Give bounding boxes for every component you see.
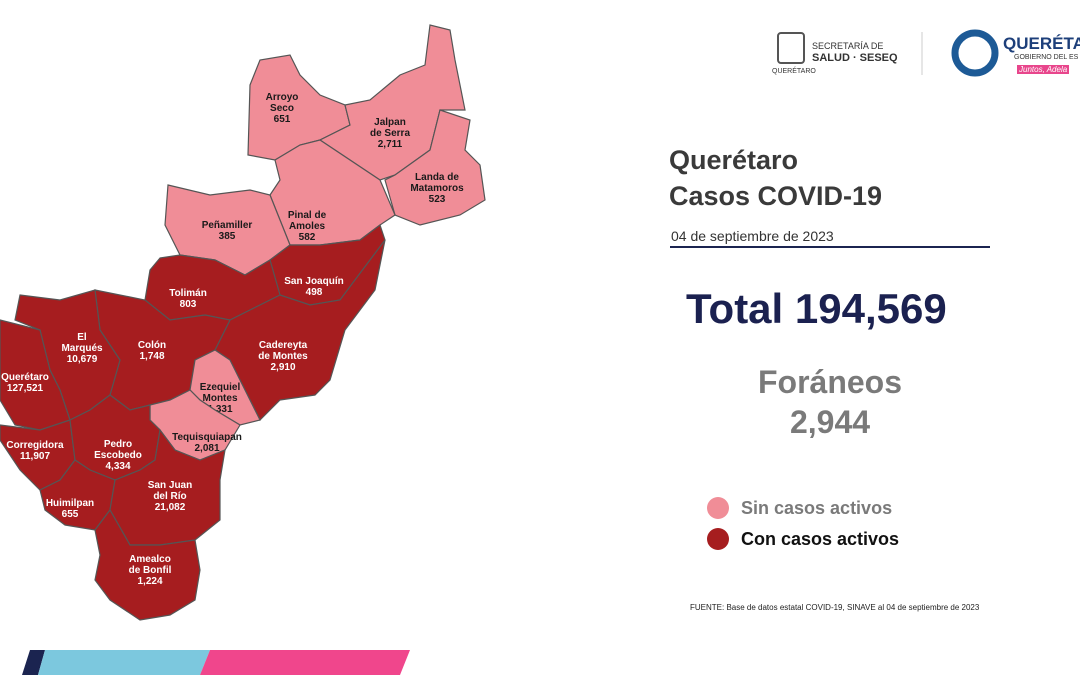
municipality-name: Arroyo [266, 92, 299, 103]
municipality-name: Matamoros [410, 183, 464, 194]
municipality-name: San Juan [148, 480, 192, 491]
municipality-name: Marqués [61, 343, 103, 354]
municipality-name: Amoles [289, 221, 326, 232]
seal-text: SALUD · SESEQ [812, 52, 898, 64]
source: FUENTE: Base de datos estatal COVID-19, … [690, 603, 980, 612]
municipality-name: del Río [153, 491, 186, 502]
municipality-name: de Montes [258, 351, 308, 362]
case-count: 10,679 [67, 354, 98, 365]
municipality-name: Landa de [415, 172, 459, 183]
case-count: 21,082 [155, 502, 186, 513]
case-count: 11,907 [20, 451, 50, 462]
title: Casos COVID-19 [669, 181, 883, 211]
municipality-name: San Joaquín [284, 276, 343, 287]
case-count: 2,081 [194, 443, 219, 454]
title: Querétaro [669, 145, 799, 175]
case-count: 1,748 [139, 351, 164, 362]
foraneos-value: 2,944 [789, 404, 871, 440]
seal-icon [777, 32, 805, 64]
case-count: 655 [62, 509, 79, 520]
legend-swatch [707, 497, 729, 519]
foraneos-label: Foráneos [757, 364, 903, 400]
case-count: 523 [429, 194, 446, 205]
case-count: 385 [219, 231, 236, 242]
legend-label: Sin casos activos [741, 497, 893, 518]
municipality-name: Tolimán [169, 288, 207, 299]
brand-icon [951, 29, 999, 77]
seal-caption: QUERÉTARO [772, 68, 816, 75]
case-count: 2,711 [378, 139, 403, 150]
municipality-name: de Bonfil [129, 565, 172, 576]
municipality-name: Ezequiel [200, 382, 241, 393]
municipality-name: Querétaro [1, 372, 49, 383]
case-count: 1,331 [207, 404, 232, 415]
brand-sub: GOBIERNO DEL ES [1014, 54, 1079, 61]
municipality [94, 508, 201, 621]
total: Total 194,569 [686, 285, 947, 332]
case-count: 651 [274, 114, 291, 125]
legend-item: Con casos activos [707, 528, 899, 550]
case-count: 2,910 [270, 362, 295, 373]
municipality-name: Tequisquiapan [172, 432, 242, 443]
case-count: 127,521 [7, 383, 44, 394]
case-count: 803 [180, 299, 197, 310]
municipality-name: Cadereyta [259, 340, 308, 351]
municipality-name: El [77, 332, 87, 343]
municipality-name: Escobedo [94, 450, 142, 461]
municipality-name: Jalpan [374, 117, 406, 128]
case-count: 498 [306, 287, 323, 298]
date: 04 de septiembre de 2023 [671, 228, 834, 244]
case-count: 4,334 [105, 461, 130, 472]
municipality-name: Seco [270, 103, 294, 114]
case-count: 1,224 [137, 576, 162, 587]
municipality-name: Peñamiller [202, 220, 253, 231]
municipality-name: Corregidora [6, 440, 64, 451]
legend-label: Con casos activos [741, 528, 900, 549]
municipality-name: Colón [138, 340, 166, 351]
municipality-name: Pedro [104, 439, 132, 450]
municipality-name: Huimilpan [46, 498, 94, 509]
municipality-name: de Serra [370, 128, 410, 139]
brand-tag: Juntos, Adela [1017, 65, 1070, 74]
municipality-name: Amealco [129, 554, 171, 565]
municipality-name: Montes [203, 393, 238, 404]
brand: QUERÉTA [1003, 34, 1080, 53]
legend-swatch [707, 528, 729, 550]
municipality [384, 109, 486, 226]
legend-item: Sin casos activos [707, 497, 892, 519]
case-count: 582 [299, 232, 316, 243]
municipality-name: Pinal de [288, 210, 327, 221]
seal-text: SECRETARÍA DE [812, 41, 884, 51]
